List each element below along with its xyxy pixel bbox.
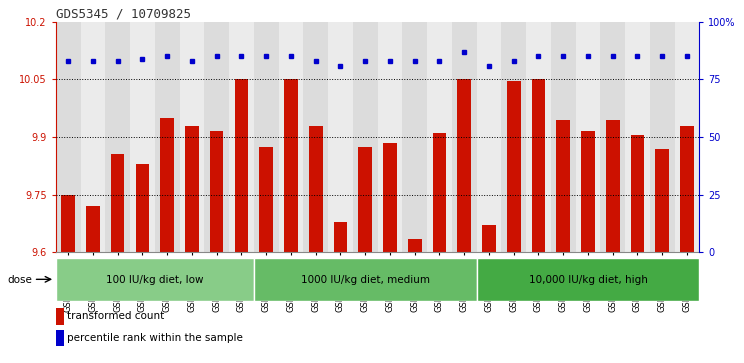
Bar	[477, 258, 699, 301]
Bar	[161, 118, 174, 252]
Bar	[179, 22, 205, 252]
Bar	[631, 135, 644, 252]
Bar	[185, 126, 199, 252]
Bar	[526, 22, 551, 252]
Bar	[328, 22, 353, 252]
Bar	[551, 22, 576, 252]
Bar	[655, 148, 669, 252]
Bar	[600, 22, 625, 252]
Bar	[532, 79, 545, 252]
Bar	[56, 330, 64, 346]
Bar	[229, 22, 254, 252]
Bar	[378, 22, 403, 252]
Bar	[477, 22, 501, 252]
Bar	[111, 154, 124, 252]
Bar	[452, 22, 477, 252]
Bar	[155, 22, 179, 252]
Bar	[254, 22, 278, 252]
Bar	[56, 308, 64, 325]
Text: dose: dose	[7, 274, 32, 285]
Bar	[80, 22, 106, 252]
Bar	[507, 81, 521, 252]
Bar	[86, 206, 100, 252]
Bar	[557, 120, 570, 252]
Bar	[353, 22, 378, 252]
Bar	[458, 79, 471, 252]
Bar	[482, 225, 496, 252]
Bar	[61, 195, 75, 252]
Bar	[106, 22, 130, 252]
Text: percentile rank within the sample: percentile rank within the sample	[67, 333, 243, 343]
Bar	[606, 120, 620, 252]
Bar	[260, 147, 273, 252]
Bar	[383, 143, 397, 252]
Bar	[309, 126, 322, 252]
Text: 10,000 IU/kg diet, high: 10,000 IU/kg diet, high	[528, 274, 647, 285]
Bar	[625, 22, 650, 252]
Bar	[234, 79, 248, 252]
Bar	[403, 22, 427, 252]
Text: 1000 IU/kg diet, medium: 1000 IU/kg diet, medium	[301, 274, 430, 285]
Bar	[284, 79, 298, 252]
Bar	[130, 22, 155, 252]
Bar	[680, 126, 694, 252]
Bar	[501, 22, 526, 252]
Bar	[135, 164, 150, 252]
Text: transformed count: transformed count	[67, 311, 164, 321]
Text: GDS5345 / 10709825: GDS5345 / 10709825	[56, 8, 190, 21]
Bar	[205, 22, 229, 252]
Bar	[359, 147, 372, 252]
Bar	[56, 258, 254, 301]
Text: 100 IU/kg diet, low: 100 IU/kg diet, low	[106, 274, 204, 285]
Bar	[427, 22, 452, 252]
Bar	[581, 131, 594, 252]
Bar	[333, 221, 347, 252]
Bar	[254, 258, 477, 301]
Bar	[408, 239, 422, 252]
Bar	[210, 131, 223, 252]
Bar	[675, 22, 699, 252]
Bar	[56, 22, 80, 252]
Bar	[576, 22, 600, 252]
Bar	[650, 22, 675, 252]
Bar	[278, 22, 304, 252]
Bar	[304, 22, 328, 252]
Bar	[433, 133, 446, 252]
